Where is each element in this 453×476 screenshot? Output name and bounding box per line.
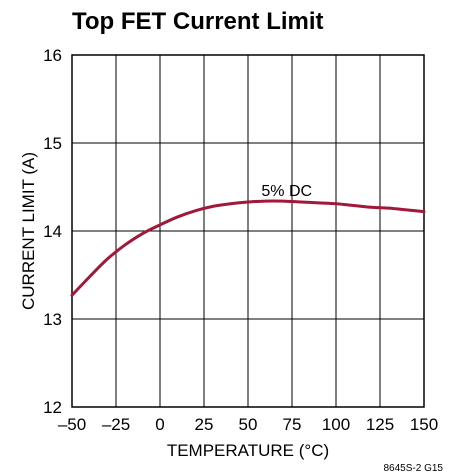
y-tick-label: 16 [43,46,62,65]
y-tick-label: 12 [43,398,62,417]
x-tick-label: –50 [58,415,86,434]
x-tick-label: 125 [366,415,394,434]
x-tick-label: 25 [195,415,214,434]
y-tick-label: 15 [43,134,62,153]
y-axis-label: CURRENT LIMIT (A) [19,152,38,310]
series-line [70,199,426,297]
chart-title: Top FET Current Limit [72,8,324,35]
series-annotation: 5% DC [261,183,312,200]
figure-id: 8645S-2 G15 [384,463,444,474]
x-tick-labels: –50 –25 0 25 50 75 100 125 150 [58,415,438,434]
annotations: 5% DC [261,183,312,200]
y-tick-label: 14 [43,222,62,241]
y-tick-label: 13 [43,310,62,329]
x-tick-label: 50 [239,415,258,434]
series-layer [70,199,426,297]
x-tick-label: 150 [410,415,438,434]
x-tick-label: 100 [322,415,350,434]
x-tick-label: 75 [283,415,302,434]
grid [71,54,425,408]
x-tick-label: 0 [155,415,164,434]
plot-frame [71,54,425,408]
x-axis-label: TEMPERATURE (°C) [167,441,329,460]
x-tick-label: –25 [102,415,130,434]
y-tick-labels: 12 13 14 15 16 [43,46,62,417]
